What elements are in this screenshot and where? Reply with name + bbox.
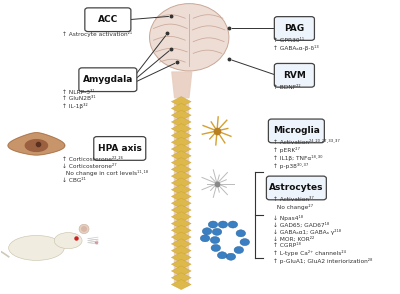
Polygon shape xyxy=(171,171,191,181)
Circle shape xyxy=(240,239,250,245)
Ellipse shape xyxy=(150,4,229,71)
Circle shape xyxy=(234,246,244,253)
Ellipse shape xyxy=(81,226,87,232)
Polygon shape xyxy=(171,212,191,222)
Polygon shape xyxy=(171,124,191,134)
FancyBboxPatch shape xyxy=(85,8,131,31)
Polygon shape xyxy=(171,110,191,120)
Text: Amygdala: Amygdala xyxy=(83,75,133,84)
Polygon shape xyxy=(171,185,191,195)
Polygon shape xyxy=(171,205,191,215)
Polygon shape xyxy=(171,232,191,242)
Circle shape xyxy=(212,228,222,235)
Polygon shape xyxy=(171,273,191,283)
Circle shape xyxy=(202,228,212,235)
Text: ↑ Astrocyte activation²¹: ↑ Astrocyte activation²¹ xyxy=(62,31,132,37)
Circle shape xyxy=(228,221,238,228)
Ellipse shape xyxy=(79,224,89,234)
Polygon shape xyxy=(171,131,191,141)
Polygon shape xyxy=(171,239,191,249)
Polygon shape xyxy=(171,245,191,256)
Circle shape xyxy=(236,230,246,237)
Text: Microglia: Microglia xyxy=(273,126,320,136)
Text: Astrocytes: Astrocytes xyxy=(269,183,324,193)
Circle shape xyxy=(211,244,220,251)
Circle shape xyxy=(208,221,218,228)
Polygon shape xyxy=(171,117,191,127)
Polygon shape xyxy=(171,178,191,188)
Polygon shape xyxy=(171,225,191,235)
Circle shape xyxy=(226,253,236,260)
FancyBboxPatch shape xyxy=(274,64,314,87)
Text: ↑ NLRP-3³¹
↑ GluN2B³¹
↑ IL-1β³²: ↑ NLRP-3³¹ ↑ GluN2B³¹ ↑ IL-1β³² xyxy=(62,90,96,109)
Text: PAG: PAG xyxy=(284,24,304,33)
FancyBboxPatch shape xyxy=(266,176,326,200)
Polygon shape xyxy=(171,259,191,269)
Polygon shape xyxy=(25,140,48,151)
FancyBboxPatch shape xyxy=(274,17,314,40)
Polygon shape xyxy=(171,164,191,174)
Polygon shape xyxy=(8,133,65,155)
Ellipse shape xyxy=(54,233,82,249)
Text: ↑ BDNF²²: ↑ BDNF²² xyxy=(272,85,300,90)
Text: ACC: ACC xyxy=(98,15,118,24)
Text: ↑ Activation³⁷
  No change²⁷: ↑ Activation³⁷ No change²⁷ xyxy=(272,197,313,210)
Circle shape xyxy=(218,221,228,228)
Polygon shape xyxy=(171,279,191,290)
Polygon shape xyxy=(171,218,191,229)
FancyBboxPatch shape xyxy=(268,119,324,143)
Polygon shape xyxy=(171,191,191,202)
Polygon shape xyxy=(171,103,191,113)
Circle shape xyxy=(217,252,227,259)
Text: ↑ Corticosterone²²·²⁶
↓ Corticosterone²⁷
  No change in cort levels¹¹·¹⁸
↓ CBG²¹: ↑ Corticosterone²²·²⁶ ↓ Corticosterone²⁷… xyxy=(62,157,148,183)
Polygon shape xyxy=(171,144,191,154)
Text: ↑ GPR30¹¹
↑ GABAₐα-β-δ¹³: ↑ GPR30¹¹ ↑ GABAₐα-β-δ¹³ xyxy=(272,38,318,51)
Polygon shape xyxy=(171,151,191,161)
Text: HPA axis: HPA axis xyxy=(98,144,142,153)
Circle shape xyxy=(200,235,210,242)
Polygon shape xyxy=(171,96,191,107)
Polygon shape xyxy=(171,198,191,208)
Circle shape xyxy=(210,237,220,243)
Polygon shape xyxy=(171,137,191,147)
Polygon shape xyxy=(171,158,191,168)
FancyBboxPatch shape xyxy=(79,68,137,91)
Polygon shape xyxy=(171,252,191,263)
Text: RVM: RVM xyxy=(283,71,306,80)
FancyBboxPatch shape xyxy=(94,137,146,160)
Ellipse shape xyxy=(9,235,64,260)
Polygon shape xyxy=(171,266,191,276)
Text: ↓ Npas4¹⁸
↓ GAD65; GAD67¹⁸
↓ GABAₐα1; GABAₐ γ²¹⁸
↓ MOR; KOR²²
↑ CGRP¹⁸
↑ L-type : ↓ Npas4¹⁸ ↓ GAD65; GAD67¹⁸ ↓ GABAₐα1; GA… xyxy=(272,215,372,264)
Text: ↑ Activation²⁴·²⁰·²⁷·³³·³⁷
↑ pERK²⁷
↑ IL1β; TNFα¹⁸·³⁰
↑ p-p38³⁰·³⁷: ↑ Activation²⁴·²⁰·²⁷·³³·³⁷ ↑ pERK²⁷ ↑ IL… xyxy=(272,140,339,168)
